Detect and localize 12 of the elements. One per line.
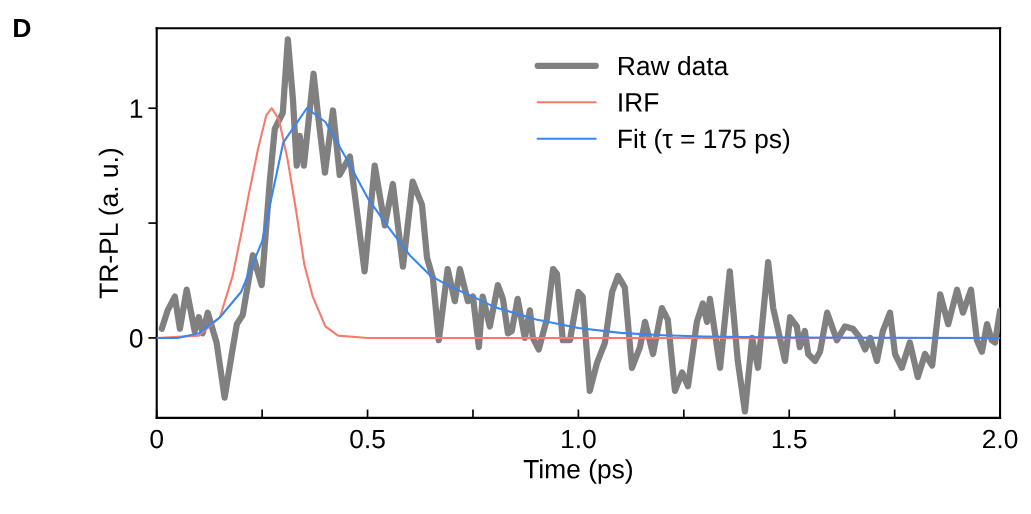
y-axis-title: TR-PL (a. u.): [98, 148, 124, 299]
x-tick-label: 2.0: [983, 429, 1018, 449]
x-tick-label: 0.5: [350, 429, 385, 449]
x-tick-label: 1.5: [772, 429, 807, 449]
x-axis-title: Time (ps): [523, 459, 632, 484]
x-tick-label: 0: [150, 429, 164, 449]
chart-title: D: [14, 18, 31, 38]
legend-label: IRF: [619, 93, 659, 112]
y-tick-label: 1: [130, 99, 143, 118]
legend-label: Raw data: [619, 55, 729, 76]
legend-label: Fit (τ = 175 ps): [619, 128, 790, 154]
x-tick-label: 1.0: [562, 429, 596, 449]
